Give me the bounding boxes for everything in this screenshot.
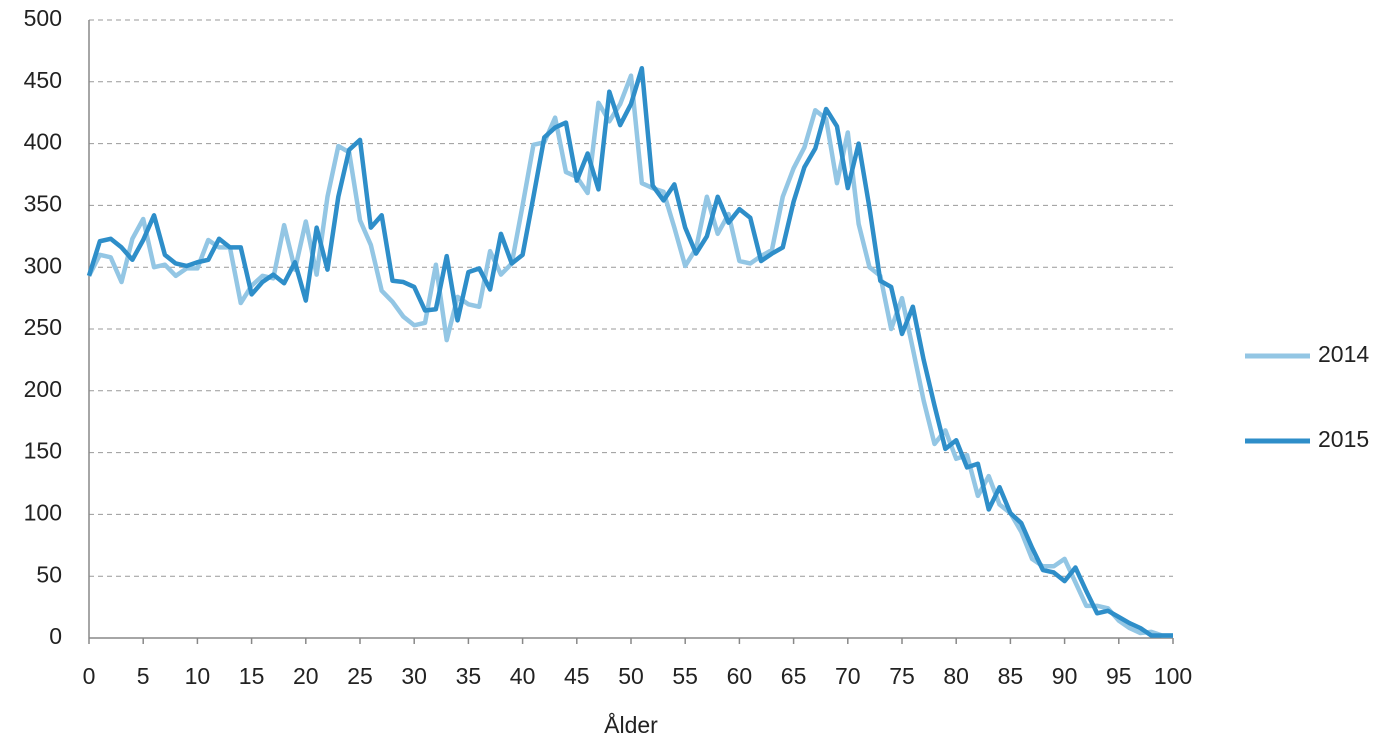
x-tick-label: 35 bbox=[456, 663, 482, 689]
y-tick-label: 100 bbox=[24, 499, 62, 525]
x-tick-label: 80 bbox=[943, 663, 969, 689]
x-tick-label: 65 bbox=[781, 663, 807, 689]
y-tick-label: 200 bbox=[24, 376, 62, 402]
x-tick-label: 85 bbox=[998, 663, 1024, 689]
legend-label: 2015 bbox=[1318, 426, 1369, 452]
x-tick-label: 100 bbox=[1154, 663, 1192, 689]
x-tick-label: 75 bbox=[889, 663, 915, 689]
y-tick-label: 150 bbox=[24, 438, 62, 464]
x-tick-label: 30 bbox=[401, 663, 427, 689]
x-tick-label: 20 bbox=[293, 663, 319, 689]
legend-label: 2014 bbox=[1318, 341, 1369, 367]
y-tick-label: 250 bbox=[24, 314, 62, 340]
x-tick-label: 60 bbox=[727, 663, 753, 689]
y-tick-label: 350 bbox=[24, 190, 62, 216]
x-tick-label: 55 bbox=[672, 663, 698, 689]
y-tick-label: 300 bbox=[24, 252, 62, 278]
x-tick-label: 10 bbox=[185, 663, 211, 689]
x-axis-label: Ålder bbox=[604, 711, 658, 738]
series-line bbox=[86, 65, 1173, 638]
x-tick-label: 25 bbox=[347, 663, 373, 689]
y-tick-label: 500 bbox=[24, 5, 62, 31]
x-tick-label: 0 bbox=[83, 663, 96, 689]
x-tick-label: 70 bbox=[835, 663, 861, 689]
y-tick-label: 0 bbox=[49, 623, 62, 649]
y-tick-label: 50 bbox=[36, 561, 62, 587]
x-tick-label: 90 bbox=[1052, 663, 1078, 689]
y-tick-label: 400 bbox=[24, 129, 62, 155]
x-tick-label: 5 bbox=[137, 663, 150, 689]
x-tick-label: 40 bbox=[510, 663, 536, 689]
x-tick-label: 45 bbox=[564, 663, 590, 689]
x-tick-label: 95 bbox=[1106, 663, 1132, 689]
series-line bbox=[87, 73, 1173, 638]
x-tick-label: 50 bbox=[618, 663, 644, 689]
x-tick-label: 15 bbox=[239, 663, 265, 689]
y-tick-label: 450 bbox=[24, 67, 62, 93]
